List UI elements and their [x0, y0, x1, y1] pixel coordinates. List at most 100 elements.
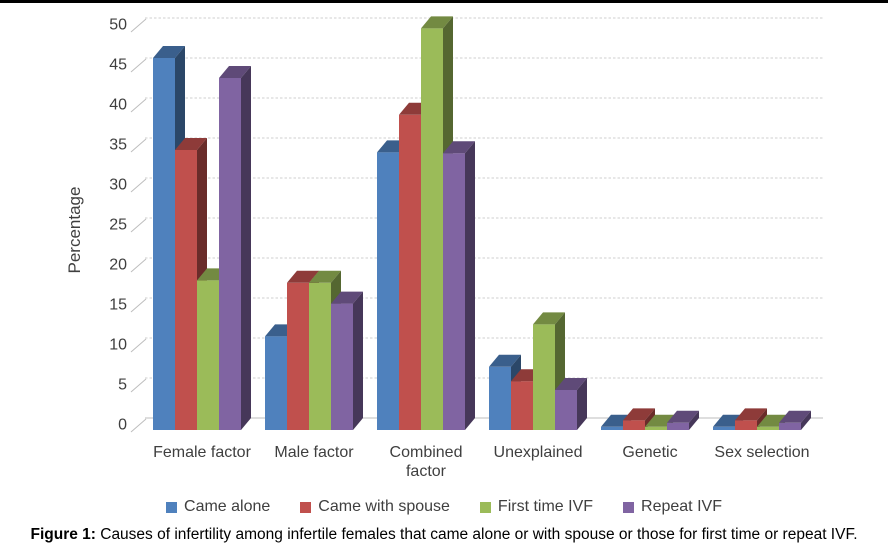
bar-front-face	[735, 420, 757, 430]
bar-top-face	[667, 410, 699, 423]
bar-front-face	[623, 420, 645, 430]
bar-front-face	[153, 58, 175, 430]
legend-item: First time IVF	[479, 498, 594, 516]
legend-swatch-icon	[300, 501, 312, 513]
bar-front-face	[555, 390, 577, 430]
y-tick-label: 0	[118, 417, 127, 434]
bar-top-face	[287, 270, 319, 283]
bar-front-face	[667, 422, 689, 430]
bar-front-face	[421, 28, 443, 431]
bar-front-face	[175, 150, 197, 430]
tick-connector	[130, 378, 147, 393]
bar-front-face	[219, 78, 241, 430]
legend-swatch-icon	[479, 501, 491, 513]
tick-connector	[130, 58, 147, 73]
bar-repeat-ivf	[779, 410, 811, 430]
tick-connector	[130, 98, 147, 113]
bar-side-face	[689, 410, 699, 430]
y-tick-label: 15	[109, 297, 127, 314]
bar-top-face	[219, 66, 251, 78]
x-category-label: factor	[406, 463, 447, 480]
bar-front-face	[443, 153, 465, 430]
x-axis-category-labels: Female factor Male factor Combined factor Un…	[153, 444, 809, 480]
bar-side-face	[353, 291, 363, 430]
caption-text: Causes of infertility among infertile fe…	[95, 526, 858, 543]
tick-connector	[130, 418, 147, 433]
bar-top-face	[175, 138, 207, 150]
bar-chart: 0 5 10 15 20 25 30 35 40 45 50 Percentage Female fac…	[65, 16, 823, 480]
bar-repeat-ivf	[443, 141, 475, 430]
bar-top-face	[779, 410, 811, 423]
tick-connector	[130, 178, 147, 193]
x-category-label: Female factor	[153, 444, 251, 461]
bar-front-face	[197, 280, 219, 430]
y-tick-label: 30	[109, 177, 127, 194]
x-category-label: Male factor	[274, 444, 354, 461]
bar-front-face	[645, 426, 667, 430]
bar-side-face	[801, 410, 811, 430]
tick-connector	[130, 298, 147, 313]
bar-repeat-ivf	[667, 410, 699, 430]
bar-repeat-ivf	[331, 291, 363, 430]
top-border-rule	[0, 0, 888, 3]
tick-connector	[130, 338, 147, 353]
bar-top-face	[331, 291, 363, 304]
y-tick-label: 5	[118, 377, 127, 394]
bar-front-face	[713, 426, 735, 430]
legend-label: Came with spouse	[318, 498, 450, 515]
legend-item: Came with spouse	[300, 498, 450, 516]
bar-front-face	[779, 422, 801, 430]
bar-front-face	[287, 282, 309, 430]
legend-item: Came alone	[166, 498, 270, 516]
y-axis-tick-labels: 0 5 10 15 20 25 30 35 40 45 50	[109, 17, 127, 434]
legend-swatch-icon	[166, 501, 178, 513]
bar-front-face	[265, 336, 287, 430]
legend-item: Repeat IVF	[623, 498, 722, 516]
x-category-label: Unexplained	[494, 444, 583, 461]
bar-side-face	[577, 378, 587, 430]
legend-label: First time IVF	[497, 498, 594, 515]
bar-front-face	[511, 381, 533, 430]
bar-top-face	[555, 378, 587, 390]
bar-top-face	[735, 408, 767, 421]
legend-label: Repeat IVF	[641, 498, 722, 515]
bar-top-face	[421, 16, 453, 29]
bar-front-face	[533, 324, 555, 430]
legend-label: Came alone	[184, 498, 271, 515]
chart-legend: Came alone Came with spouse First time IVF…	[0, 498, 888, 516]
bars	[153, 16, 811, 431]
figure-label: Figure 1:	[30, 526, 96, 543]
bar-front-face	[489, 366, 511, 430]
legend-swatch-icon	[623, 501, 635, 513]
bar-front-face	[309, 282, 331, 430]
bar-top-face	[153, 46, 185, 58]
y-axis-title: Percentage	[65, 187, 84, 274]
y-tick-label: 35	[109, 137, 127, 154]
bar-top-face	[533, 312, 565, 325]
bar-front-face	[601, 426, 623, 430]
x-category-label: Combined	[390, 444, 463, 461]
y-tick-label: 25	[109, 217, 127, 234]
bar-repeat-ivf	[219, 66, 251, 430]
bar-front-face	[377, 152, 399, 430]
tick-connector	[130, 138, 147, 153]
bar-top-face	[309, 270, 341, 283]
tick-connector	[130, 218, 147, 233]
tick-connector	[130, 18, 147, 33]
bar-top-face	[623, 408, 655, 421]
bar-front-face	[399, 114, 421, 431]
bar-top-face	[443, 141, 475, 154]
y-tick-label: 20	[109, 257, 127, 274]
bar-side-face	[465, 141, 475, 430]
y-tick-label: 45	[109, 57, 127, 74]
gridlines	[130, 17, 823, 433]
bar-repeat-ivf	[555, 378, 587, 430]
figure-caption: Figure 1: Causes of infertility among in…	[0, 526, 888, 544]
y-tick-label: 10	[109, 337, 127, 354]
bar-top-face	[489, 354, 521, 367]
bar-front-face	[331, 303, 353, 430]
x-category-label: Genetic	[622, 444, 677, 461]
x-category-label: Sex selection	[714, 444, 809, 461]
bar-front-face	[757, 426, 779, 430]
